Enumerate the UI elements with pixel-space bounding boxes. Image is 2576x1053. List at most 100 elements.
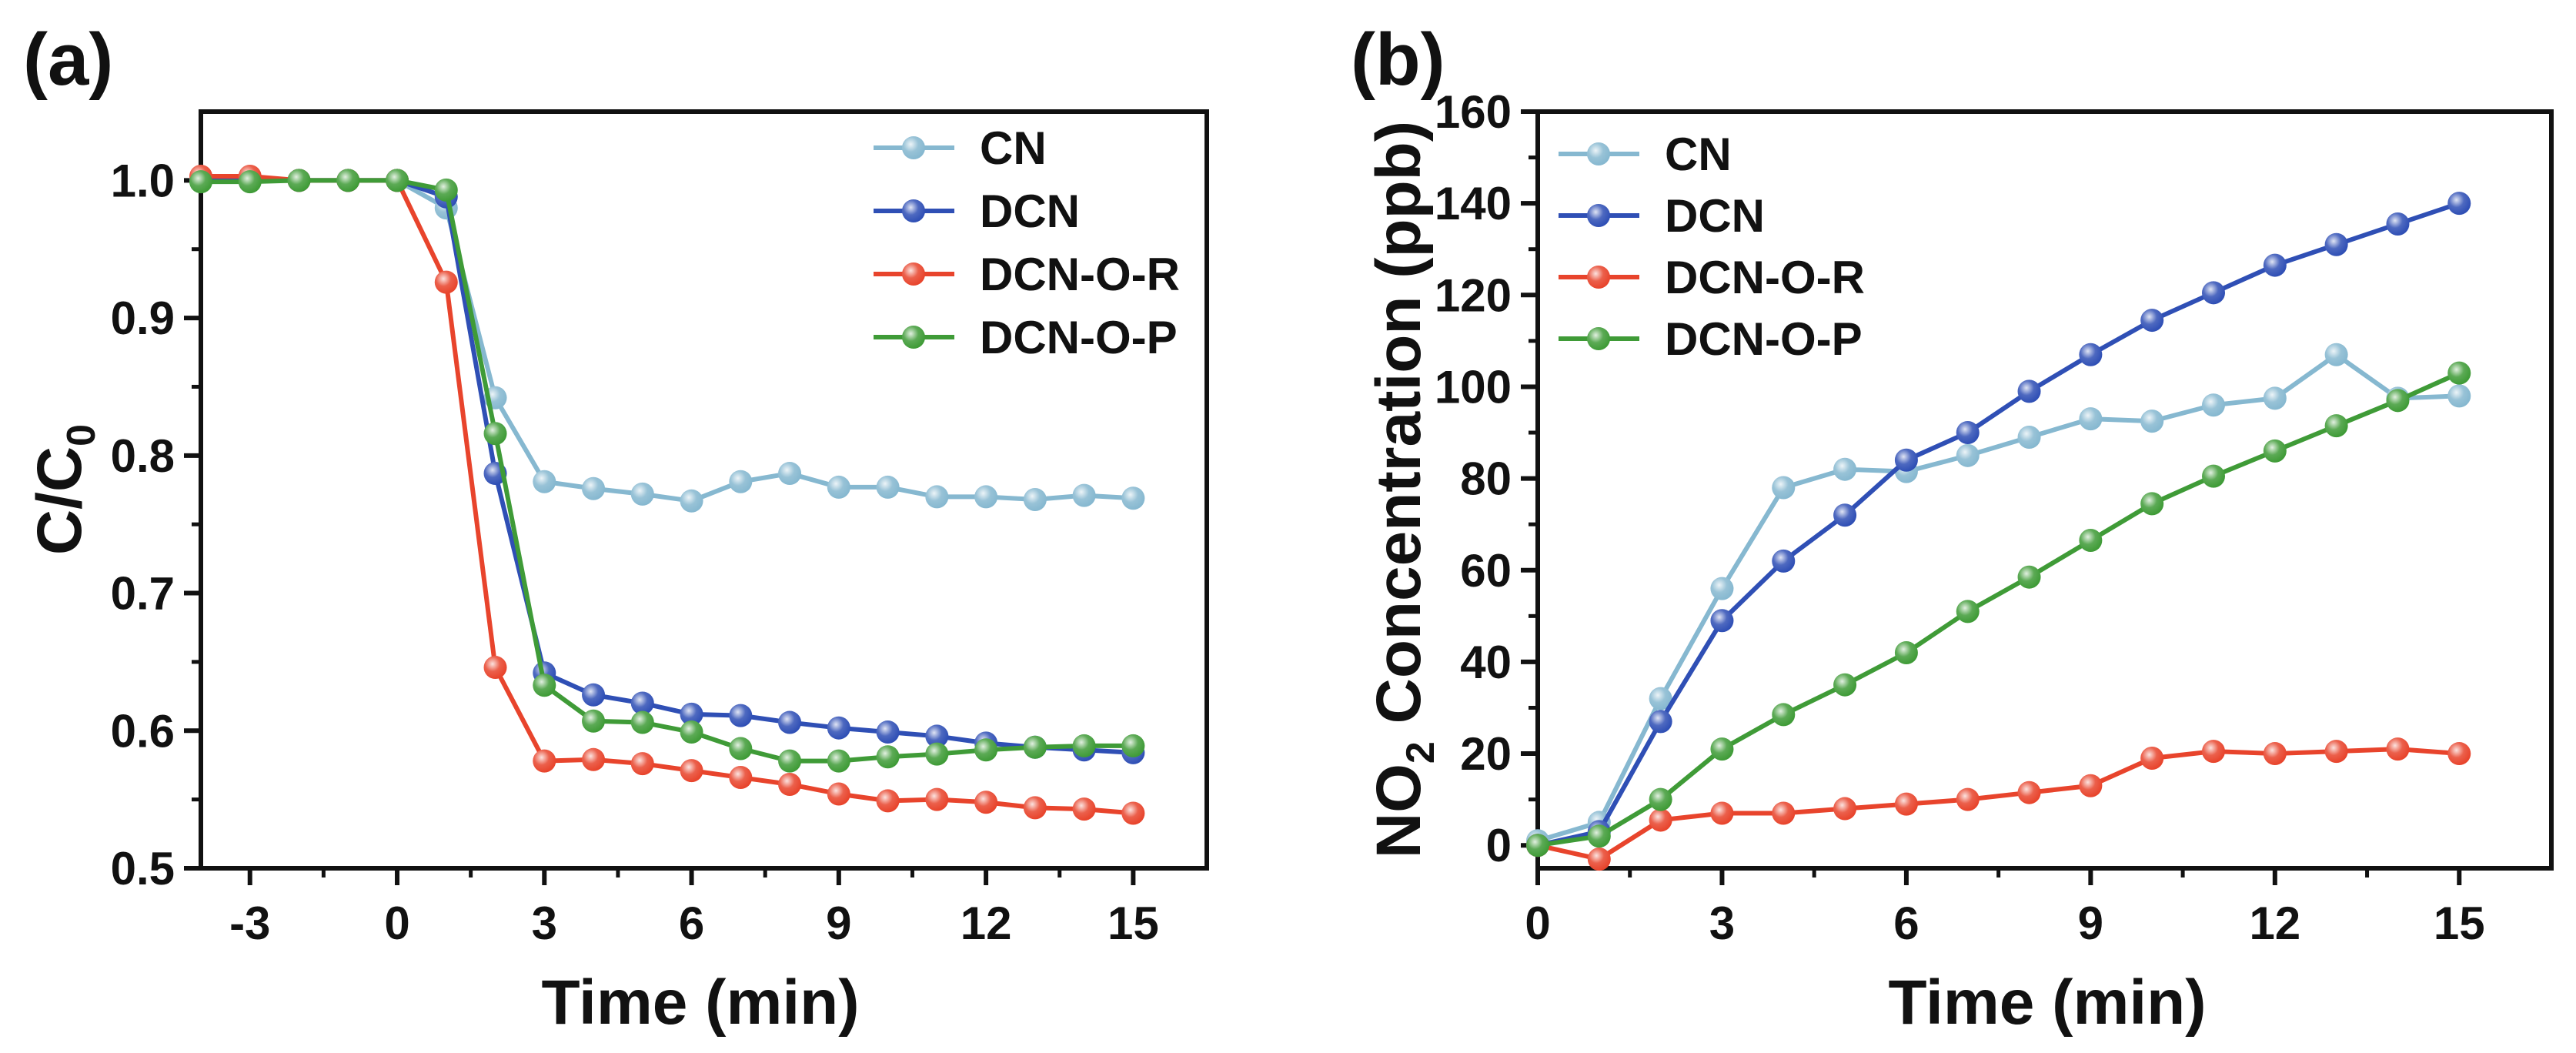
data-point-highlight	[2386, 737, 2410, 761]
data-point-highlight	[386, 169, 409, 192]
legend-label: DCN-O-P	[1665, 313, 1863, 365]
y-tick-label: 160	[1435, 86, 1512, 138]
y-tick-label: 80	[1460, 453, 1512, 505]
x-tick-label: 9	[2078, 898, 2103, 949]
data-point-highlight	[2324, 232, 2348, 256]
data-point-highlight	[1072, 734, 1096, 757]
x-tick-label: 9	[826, 898, 851, 949]
data-point-highlight	[287, 169, 311, 192]
x-axis-label-b: Time (min)	[1888, 968, 2206, 1038]
data-point-highlight	[2202, 464, 2225, 488]
x-tick-label: 15	[2434, 898, 2485, 949]
data-point-highlight	[1956, 421, 1980, 445]
data-point-highlight	[2447, 192, 2471, 216]
data-point-highlight	[1072, 797, 1096, 821]
data-point-highlight	[2140, 492, 2164, 516]
y-tick-label: 0.6	[111, 705, 175, 757]
data-point-highlight	[729, 704, 753, 727]
legend-label: DCN	[1665, 190, 1765, 242]
data-point-highlight	[2263, 742, 2287, 766]
data-point-highlight	[680, 759, 703, 783]
data-point-highlight	[2324, 414, 2348, 438]
y-tick-label: 120	[1435, 269, 1512, 321]
data-point-highlight	[925, 724, 949, 748]
legend-marker-highlight	[1587, 142, 1610, 165]
data-point-highlight	[2263, 386, 2287, 410]
data-point-highlight	[1956, 600, 1980, 623]
legend-marker-highlight	[1587, 204, 1610, 227]
data-point-highlight	[1023, 735, 1047, 759]
data-point-highlight	[1772, 549, 1796, 573]
data-point-highlight	[1649, 687, 1672, 710]
legend-marker-highlight	[902, 136, 925, 159]
data-point-highlight	[2447, 742, 2471, 766]
data-point-highlight	[533, 470, 556, 493]
data-point-highlight	[533, 749, 556, 773]
data-point-highlight	[1587, 824, 1611, 848]
data-point-highlight	[876, 745, 900, 769]
data-point-highlight	[827, 475, 850, 499]
y-axis-label-a: C/C0	[25, 424, 104, 555]
data-point-highlight	[2386, 389, 2410, 413]
data-point-highlight	[1894, 792, 1918, 816]
data-point-highlight	[974, 791, 998, 814]
data-point-highlight	[1121, 801, 1145, 825]
legend-label: DCN	[980, 186, 1080, 237]
data-point-highlight	[434, 270, 458, 294]
data-point-highlight	[1649, 808, 1672, 832]
data-point-highlight	[336, 169, 360, 192]
legend-label: DCN-O-P	[980, 312, 1178, 363]
data-point-highlight	[2079, 529, 2103, 553]
data-point-highlight	[2079, 343, 2103, 366]
chart-panel-b: (b) Time (min) NO2 Concentration (ppb) 0…	[1351, 18, 2554, 1038]
data-point-highlight	[2140, 309, 2164, 333]
panel-label-b: (b)	[1351, 18, 1445, 101]
data-point-highlight	[2447, 384, 2471, 408]
data-point-highlight	[1587, 847, 1611, 871]
data-point-highlight	[2263, 253, 2287, 277]
data-point-highlight	[1772, 801, 1796, 825]
data-point-highlight	[2447, 361, 2471, 385]
data-point-highlight	[729, 766, 753, 790]
data-point-highlight	[1121, 734, 1145, 757]
data-point-highlight	[2140, 410, 2164, 433]
data-point-highlight	[1833, 673, 1857, 697]
series-line	[1537, 352, 2460, 844]
data-point-highlight	[729, 470, 753, 493]
data-point-highlight	[778, 749, 802, 773]
x-tick-label: 12	[961, 898, 1012, 949]
data-point-highlight	[778, 710, 802, 734]
data-point-highlight	[1956, 443, 1980, 467]
data-point-highlight	[630, 691, 654, 715]
data-point-highlight	[1710, 737, 1734, 761]
data-point-highlight	[680, 702, 703, 726]
x-tick-label: 3	[532, 898, 557, 949]
y-tick-label: 60	[1460, 545, 1512, 597]
data-point-highlight	[483, 422, 507, 446]
y-tick-label: 0.8	[111, 430, 175, 482]
data-point-highlight	[974, 485, 998, 509]
plot-frame	[199, 109, 1209, 871]
data-point-highlight	[876, 720, 900, 744]
plot-frame	[1535, 109, 2554, 871]
x-tick-label: 3	[1709, 898, 1735, 949]
legend-marker-highlight	[902, 326, 925, 349]
data-point-highlight	[1772, 703, 1796, 727]
data-point-highlight	[876, 475, 900, 499]
data-point-highlight	[2263, 439, 2287, 463]
data-point-highlight	[827, 716, 850, 740]
data-point-highlight	[1710, 609, 1734, 633]
y-tick-label: 1.0	[111, 155, 175, 206]
y-tick-label: 140	[1435, 178, 1512, 229]
data-point-highlight	[1710, 801, 1734, 825]
legend-marker-highlight	[1587, 327, 1610, 350]
legend-label: DCN-O-R	[1665, 252, 1865, 303]
data-point-highlight	[925, 742, 949, 766]
data-point-highlight	[582, 709, 606, 733]
series-line	[1537, 370, 2461, 848]
data-point-highlight	[630, 752, 654, 776]
data-point-highlight	[1894, 640, 1918, 664]
y-tick-label: 0.7	[111, 568, 175, 620]
legend-marker-highlight	[902, 199, 925, 222]
y-tick-label: 40	[1460, 637, 1512, 688]
